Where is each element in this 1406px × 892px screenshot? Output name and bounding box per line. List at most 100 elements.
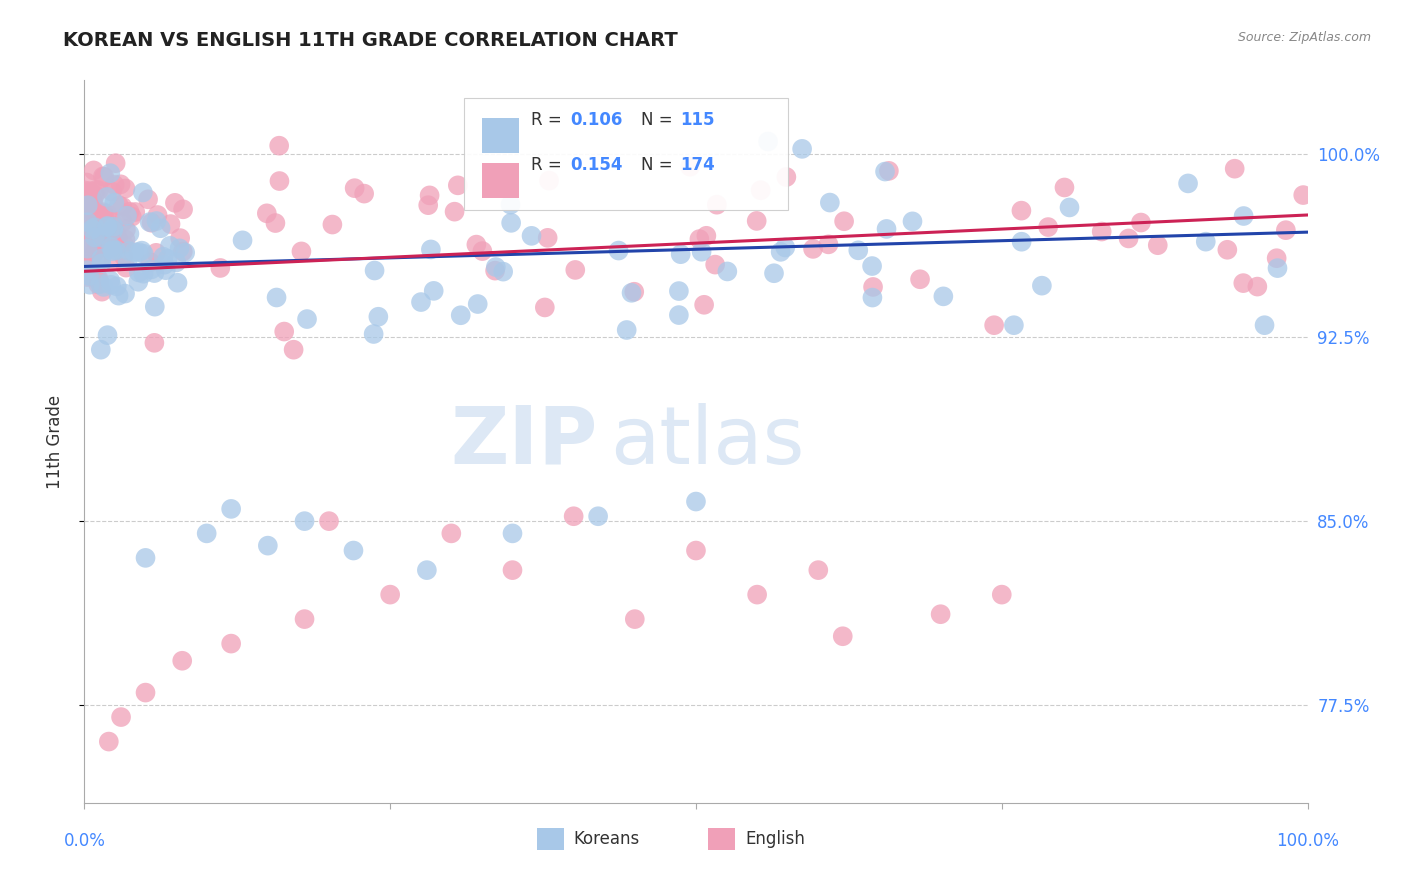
Point: [685, 543, 707, 558]
Point: [87, 183, 110, 197]
Point: [73, 183, 96, 197]
Point: [908, 272, 931, 286]
Point: [101, 243, 124, 257]
Point: [1036, 220, 1059, 235]
Point: [745, 214, 768, 228]
Point: [91, 169, 114, 184]
Point: [105, 244, 128, 258]
Point: [484, 263, 506, 277]
Point: [492, 265, 515, 279]
Point: [82, 195, 104, 210]
Point: [132, 247, 155, 261]
Point: [141, 262, 163, 277]
Point: [103, 223, 125, 237]
Point: [679, 160, 702, 174]
Point: [79, 202, 101, 217]
Point: [685, 494, 707, 508]
Point: [156, 252, 179, 266]
Point: [1091, 225, 1114, 239]
Point: [159, 239, 181, 253]
Text: atlas: atlas: [610, 402, 804, 481]
Point: [103, 195, 125, 210]
Point: [79, 191, 101, 205]
Point: [132, 186, 155, 200]
Point: [756, 135, 779, 149]
Point: [111, 215, 134, 229]
Point: [97, 229, 120, 244]
Point: [716, 264, 738, 278]
Point: [607, 244, 630, 258]
Bar: [482, 163, 519, 198]
Bar: [482, 118, 519, 153]
Point: [138, 215, 160, 229]
Point: [87, 234, 110, 248]
Point: [96, 190, 118, 204]
Point: [534, 301, 557, 315]
Point: [353, 186, 375, 201]
Point: [76, 242, 98, 256]
Point: [169, 231, 191, 245]
Point: [136, 192, 159, 206]
Point: [79, 191, 101, 205]
Point: [443, 204, 465, 219]
Text: N =: N =: [641, 156, 678, 174]
Text: 174: 174: [681, 156, 714, 174]
Point: [104, 156, 127, 170]
Point: [1195, 235, 1218, 249]
Point: [145, 245, 167, 260]
Point: [89, 253, 111, 268]
Point: [877, 164, 900, 178]
Text: 100.0%: 100.0%: [1277, 832, 1339, 850]
Text: R =: R =: [531, 156, 567, 174]
Point: [447, 178, 470, 193]
Point: [83, 219, 105, 233]
Point: [122, 245, 145, 260]
Point: [801, 242, 824, 256]
Point: [87, 277, 110, 292]
Point: [127, 275, 149, 289]
Point: [172, 654, 194, 668]
Point: [209, 260, 232, 275]
Point: [152, 250, 174, 264]
Text: N =: N =: [641, 112, 678, 129]
Point: [77, 239, 100, 253]
Point: [688, 232, 710, 246]
Point: [89, 234, 111, 248]
Point: [76, 224, 98, 238]
Point: [174, 245, 197, 260]
Point: [141, 216, 163, 230]
Point: [1146, 238, 1168, 252]
Point: [90, 285, 112, 299]
Point: [257, 539, 280, 553]
Point: [983, 318, 1005, 333]
Point: [117, 254, 139, 268]
Point: [1053, 180, 1076, 194]
Point: [1177, 177, 1199, 191]
Point: [520, 228, 543, 243]
Point: [501, 216, 523, 230]
Point: [143, 300, 166, 314]
Point: [96, 220, 118, 235]
Text: 0.154: 0.154: [569, 156, 623, 174]
Point: [84, 234, 107, 248]
Point: [77, 224, 100, 238]
Point: [163, 195, 186, 210]
Point: [75, 186, 97, 200]
Point: [419, 188, 441, 202]
Point: [86, 230, 108, 244]
Point: [166, 276, 188, 290]
Point: [135, 550, 157, 565]
Point: [219, 637, 242, 651]
Point: [807, 563, 830, 577]
Point: [111, 200, 134, 214]
Point: [1246, 279, 1268, 293]
Point: [620, 285, 643, 300]
Text: 0.0%: 0.0%: [63, 832, 105, 850]
Point: [817, 237, 839, 252]
Point: [846, 244, 869, 258]
Point: [114, 286, 136, 301]
Point: [266, 291, 288, 305]
Text: KOREAN VS ENGLISH 11TH GRADE CORRELATION CHART: KOREAN VS ENGLISH 11TH GRADE CORRELATION…: [63, 31, 678, 50]
Point: [84, 244, 107, 258]
Point: [93, 280, 115, 294]
